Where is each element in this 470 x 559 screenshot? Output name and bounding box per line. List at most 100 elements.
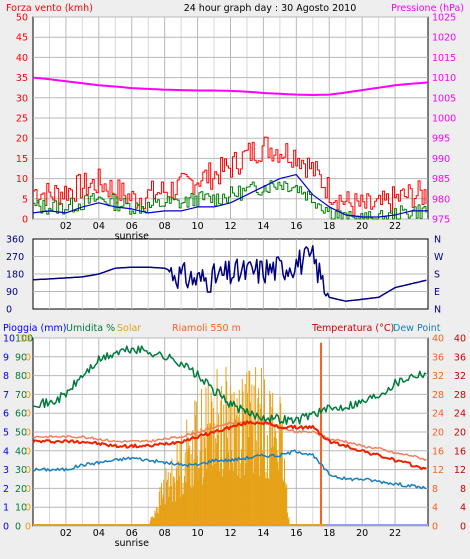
solar-tick-label: 0 — [25, 465, 31, 476]
temperature-tick-label-right: 36 — [454, 352, 466, 363]
solar-tick-label: 0 — [25, 446, 31, 457]
x-tick-label: 16 — [290, 528, 302, 539]
pressure-tick-label: 990 — [432, 154, 450, 165]
temperature-tick-label: 40 — [432, 334, 444, 345]
humidity-tick-label: 60 — [15, 409, 27, 420]
x-tick-label: 08 — [159, 221, 171, 232]
temperature-tick-label-right: 32 — [454, 371, 466, 382]
x-tick-label: 10 — [192, 528, 204, 539]
wind-direction-series — [32, 245, 427, 302]
humidity-tick-label: 50 — [15, 428, 27, 439]
temperature-series — [32, 420, 427, 471]
wind-speed-series — [32, 174, 428, 218]
x-tick-label: 20 — [356, 221, 368, 232]
compass-tick-label: N — [434, 305, 441, 316]
temperature-tick-label: 28 — [432, 390, 444, 401]
humidity-tick-label: 30 — [15, 465, 27, 476]
solar-tick-label: 0 — [25, 352, 31, 363]
rain-tick-label: 6 — [3, 409, 9, 420]
humidity-tick-label: 0 — [15, 522, 21, 533]
pressure-tick-label: 1010 — [432, 73, 456, 84]
wind-gust-series — [33, 136, 427, 216]
x-tick-label: 16 — [290, 221, 302, 232]
x-tick-label: 18 — [323, 221, 335, 232]
temperature-tick-label: 16 — [432, 446, 444, 457]
x-tick-label: 02 — [60, 221, 72, 232]
rain-tick-label: 8 — [3, 371, 9, 382]
humidity-tick-label: 90 — [15, 352, 27, 363]
direction-tick-label: 0 — [6, 305, 12, 316]
x-tick-label: 06 — [126, 528, 138, 539]
x-tick-label: 14 — [257, 528, 269, 539]
solar-tick-label: 0 — [25, 522, 31, 533]
humidity-temperature-panel: 0123456789100102030405060708090100000000… — [3, 334, 466, 550]
wind-tick-label: 10 — [16, 174, 28, 185]
compass-tick-label: E — [434, 287, 440, 298]
rain-tick-label: 3 — [3, 465, 9, 476]
humidity-tick-label: 80 — [15, 371, 27, 382]
wind-tick-label: 30 — [16, 93, 28, 104]
temperature-tick-label: 12 — [432, 465, 444, 476]
wind-axis-label: Forza vento (kmh) — [6, 3, 93, 14]
direction-tick-label: 90 — [6, 287, 18, 298]
humidity-tick-label: 100 — [15, 334, 33, 345]
temperature-tick-label: 4 — [432, 503, 438, 514]
temperature-tick-label-right: 20 — [454, 428, 466, 439]
temperature-altitude-series — [32, 420, 427, 462]
temperature-tick-label: 24 — [432, 409, 444, 420]
rain-tick-label: 10 — [3, 334, 15, 345]
rain-axis-label: Pioggia (mm) — [3, 323, 66, 334]
solar-tick-label: 0 — [25, 428, 31, 439]
direction-tick-label: 360 — [6, 235, 24, 246]
pressure-tick-label: 1000 — [432, 114, 456, 125]
pressure-tick-label: 975 — [432, 215, 450, 226]
temperature-tick-label: 20 — [432, 428, 444, 439]
x-tick-label: 06 — [126, 221, 138, 232]
wind-tick-label: 20 — [16, 134, 28, 145]
x-tick-label: 02 — [60, 528, 72, 539]
solar-tick-label: 0 — [25, 371, 31, 382]
solar-tick-label: 0 — [25, 409, 31, 420]
pressure-tick-label: 1020 — [432, 33, 456, 44]
pressure-tick-label: 1005 — [432, 93, 456, 104]
humidity-tick-label: 20 — [15, 484, 27, 495]
compass-tick-label: W — [434, 252, 444, 263]
humidity-tick-label: 10 — [15, 503, 27, 514]
temperature-tick-label-right: 40 — [454, 334, 466, 345]
solar-tick-label: 0 — [25, 503, 31, 514]
chart-title: 24 hour graph day : 30 Agosto 2010 — [184, 3, 357, 14]
x-tick-label: 12 — [224, 528, 236, 539]
sunrise-label: sunrise — [115, 231, 149, 242]
x-tick-label: 22 — [389, 528, 401, 539]
x-tick-label: 12 — [224, 221, 236, 232]
pressure-tick-label: 995 — [432, 134, 450, 145]
wind-tick-label: 50 — [16, 13, 28, 24]
x-tick-label: 04 — [93, 221, 105, 232]
humidity-tick-label: 70 — [15, 390, 27, 401]
rain-tick-label: 2 — [3, 484, 9, 495]
x-tick-label: 18 — [323, 528, 335, 539]
pressure-tick-label: 980 — [432, 194, 450, 205]
pressure-series — [32, 76, 429, 96]
humidity-axis-label: Umidita % — [66, 323, 115, 334]
rain-tick-label: 9 — [3, 352, 9, 363]
solar-tick-label: 30 — [19, 334, 31, 345]
temperature-axis-label: Temperatura (°C) — [311, 323, 394, 334]
solar-tick-label: 0 — [25, 484, 31, 495]
temperature-tick-label-right: 16 — [454, 446, 466, 457]
temperature-tick-label-right: 0 — [460, 522, 466, 533]
temperature-tick-label: 36 — [432, 352, 444, 363]
wind-tick-label: 40 — [16, 53, 28, 64]
rain-tick-label: 1 — [3, 503, 9, 514]
direction-tick-label: 270 — [6, 252, 24, 263]
pressure-tick-label: 1015 — [432, 53, 456, 64]
humidity-series — [32, 345, 427, 425]
solar-tick-label: 0 — [25, 390, 31, 401]
dewpoint-axis-label: Dew Point — [393, 323, 441, 334]
direction-tick-label: 180 — [6, 270, 24, 281]
wind-tick-label: 15 — [16, 154, 28, 165]
rain-tick-label: 4 — [3, 446, 9, 457]
pressure-tick-label: 985 — [432, 174, 450, 185]
